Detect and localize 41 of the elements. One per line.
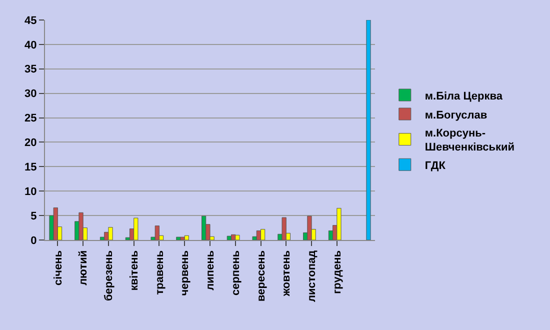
y-tick-label: 0 bbox=[30, 234, 37, 247]
bar bbox=[78, 212, 84, 240]
bar bbox=[53, 207, 58, 240]
legend-label: м.Біла Церква bbox=[424, 90, 504, 102]
bar bbox=[108, 227, 113, 240]
y-tick-label: 35 bbox=[24, 64, 37, 76]
x-tick-label: вересень bbox=[255, 250, 268, 302]
y-tick-label: 30 bbox=[24, 88, 37, 100]
bar bbox=[202, 216, 206, 240]
y-tick-label: 45 bbox=[24, 14, 37, 27]
x-tick-label: листопад bbox=[306, 250, 318, 302]
x-tick-label: жовтень bbox=[280, 250, 293, 298]
y-tick-label: 20 bbox=[24, 137, 37, 150]
bar bbox=[366, 20, 371, 240]
x-tick-label: серпень bbox=[230, 250, 242, 296]
bar bbox=[180, 236, 185, 240]
legend-label: м.Богуслав bbox=[424, 109, 488, 122]
legend-label: ГДК bbox=[424, 160, 446, 172]
y-tick-label: 40 bbox=[24, 39, 37, 52]
x-tick-label: лютий bbox=[78, 250, 90, 286]
bar bbox=[282, 217, 286, 240]
bar bbox=[154, 226, 160, 240]
bar bbox=[336, 208, 342, 240]
x-tick-label: січень bbox=[52, 250, 64, 286]
legend-label: м.Корсунь-Шевченківський bbox=[424, 127, 515, 154]
bar bbox=[260, 228, 266, 240]
bar bbox=[134, 218, 138, 240]
x-tick-label: червень bbox=[179, 250, 192, 296]
x-tick-label: березень bbox=[103, 250, 116, 302]
y-tick-label: 10 bbox=[24, 186, 37, 198]
y-tick-label: 5 bbox=[30, 210, 37, 222]
x-tick-label: квітень bbox=[128, 250, 140, 291]
y-tick-label: 25 bbox=[24, 112, 37, 125]
x-tick-label: грудень bbox=[331, 250, 344, 294]
bar bbox=[184, 235, 189, 240]
bar bbox=[235, 234, 240, 240]
y-tick-label: 15 bbox=[24, 162, 37, 174]
x-tick-label: липень bbox=[204, 250, 217, 290]
bar bbox=[307, 216, 312, 240]
bar bbox=[176, 236, 181, 240]
x-tick-label: травень bbox=[154, 250, 166, 295]
